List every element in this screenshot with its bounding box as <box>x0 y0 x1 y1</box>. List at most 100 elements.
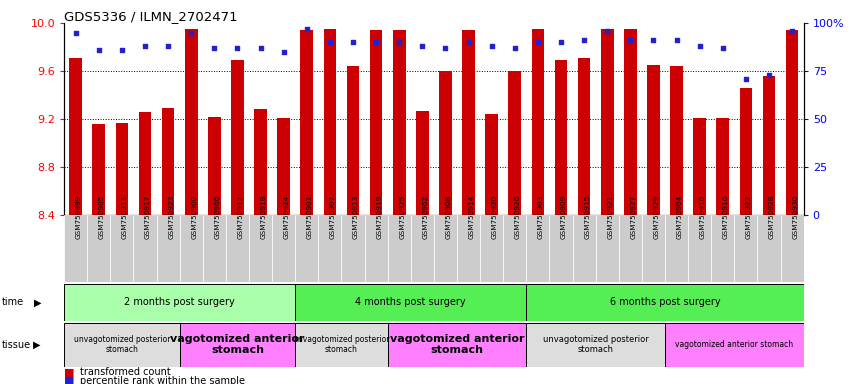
Point <box>531 39 545 45</box>
Bar <box>203 215 226 282</box>
Bar <box>393 30 405 215</box>
Bar <box>272 215 295 282</box>
Point <box>254 45 268 51</box>
Point <box>623 37 637 43</box>
Bar <box>323 29 336 215</box>
Text: vagotomized anterior
stomach: vagotomized anterior stomach <box>390 334 524 356</box>
Text: GSM750930: GSM750930 <box>792 195 799 239</box>
Text: GSM750918: GSM750918 <box>261 195 267 239</box>
Bar <box>527 323 665 367</box>
Text: GSM750917: GSM750917 <box>145 195 151 239</box>
Bar <box>740 88 752 215</box>
Bar <box>369 30 382 215</box>
Bar <box>688 215 711 282</box>
Bar <box>295 323 387 367</box>
Bar <box>410 215 434 282</box>
Text: 2 months post surgery: 2 months post surgery <box>124 297 235 308</box>
Text: GSM750908: GSM750908 <box>445 195 451 239</box>
Bar <box>486 114 498 215</box>
Bar <box>346 66 359 215</box>
Bar <box>763 76 775 215</box>
Bar <box>665 323 804 367</box>
Bar <box>69 58 82 215</box>
Text: GSM750919: GSM750919 <box>376 195 382 239</box>
Bar <box>110 215 133 282</box>
Bar <box>642 215 665 282</box>
Text: GDS5336 / ILMN_2702471: GDS5336 / ILMN_2702471 <box>64 10 238 23</box>
Point <box>485 43 498 49</box>
Text: 4 months post surgery: 4 months post surgery <box>356 297 466 308</box>
Bar <box>463 30 475 215</box>
Bar <box>619 215 642 282</box>
Bar <box>578 58 591 215</box>
Bar <box>364 215 387 282</box>
Bar <box>416 111 428 215</box>
Bar <box>596 215 619 282</box>
Bar <box>226 215 249 282</box>
Point <box>646 37 660 43</box>
Point <box>669 37 683 43</box>
Text: GSM750928: GSM750928 <box>769 195 775 239</box>
Point <box>785 28 799 34</box>
Text: ■: ■ <box>64 376 74 384</box>
Bar <box>64 284 295 321</box>
Text: GSM750922: GSM750922 <box>746 195 752 239</box>
Text: unvagotomized posterior
stomach: unvagotomized posterior stomach <box>293 335 390 354</box>
Text: transformed count: transformed count <box>80 367 170 377</box>
Bar <box>115 122 128 215</box>
Text: GSM750915: GSM750915 <box>584 195 590 239</box>
Point <box>554 39 568 45</box>
Bar <box>481 215 504 282</box>
Bar <box>527 284 804 321</box>
Bar <box>133 215 156 282</box>
Point <box>739 76 752 82</box>
Bar <box>509 71 522 215</box>
Text: GSM750901: GSM750901 <box>307 195 313 239</box>
Bar <box>457 215 481 282</box>
Point <box>69 30 83 36</box>
Point <box>346 39 360 45</box>
Bar <box>550 215 573 282</box>
Bar <box>665 215 688 282</box>
Bar <box>387 323 527 367</box>
Text: unvagotomized posterior
stomach: unvagotomized posterior stomach <box>74 335 170 354</box>
Text: GSM750905: GSM750905 <box>99 195 105 239</box>
Bar <box>532 29 545 215</box>
Bar <box>208 117 221 215</box>
Bar <box>64 323 180 367</box>
Bar <box>433 215 457 282</box>
Bar <box>300 30 313 215</box>
Text: GSM750899: GSM750899 <box>76 195 82 239</box>
Bar <box>249 215 272 282</box>
Text: GSM750906: GSM750906 <box>215 195 221 239</box>
Point <box>600 28 614 34</box>
Text: vagotomized anterior stomach: vagotomized anterior stomach <box>675 340 793 349</box>
Text: GSM750914: GSM750914 <box>469 195 475 239</box>
Bar <box>277 118 290 215</box>
Point <box>369 39 383 45</box>
Text: GSM750912: GSM750912 <box>238 195 244 239</box>
Bar <box>601 29 614 215</box>
Bar <box>139 112 151 215</box>
Text: ▶: ▶ <box>32 339 40 350</box>
Text: GSM750913: GSM750913 <box>353 195 359 239</box>
Bar <box>781 215 804 282</box>
Bar <box>527 215 550 282</box>
Text: GSM750902: GSM750902 <box>422 195 428 239</box>
Bar <box>254 109 267 215</box>
Text: 6 months post surgery: 6 months post surgery <box>610 297 721 308</box>
Bar <box>156 215 180 282</box>
Point <box>185 30 198 36</box>
Bar <box>341 215 364 282</box>
Text: GSM750903: GSM750903 <box>538 195 544 239</box>
Bar <box>162 108 174 215</box>
Bar <box>387 215 410 282</box>
Point <box>231 45 245 51</box>
Point <box>92 47 106 53</box>
Point <box>115 47 129 53</box>
Bar <box>693 118 706 215</box>
Point <box>716 45 729 51</box>
Point <box>162 43 175 49</box>
Bar <box>295 215 318 282</box>
Point <box>208 45 221 51</box>
